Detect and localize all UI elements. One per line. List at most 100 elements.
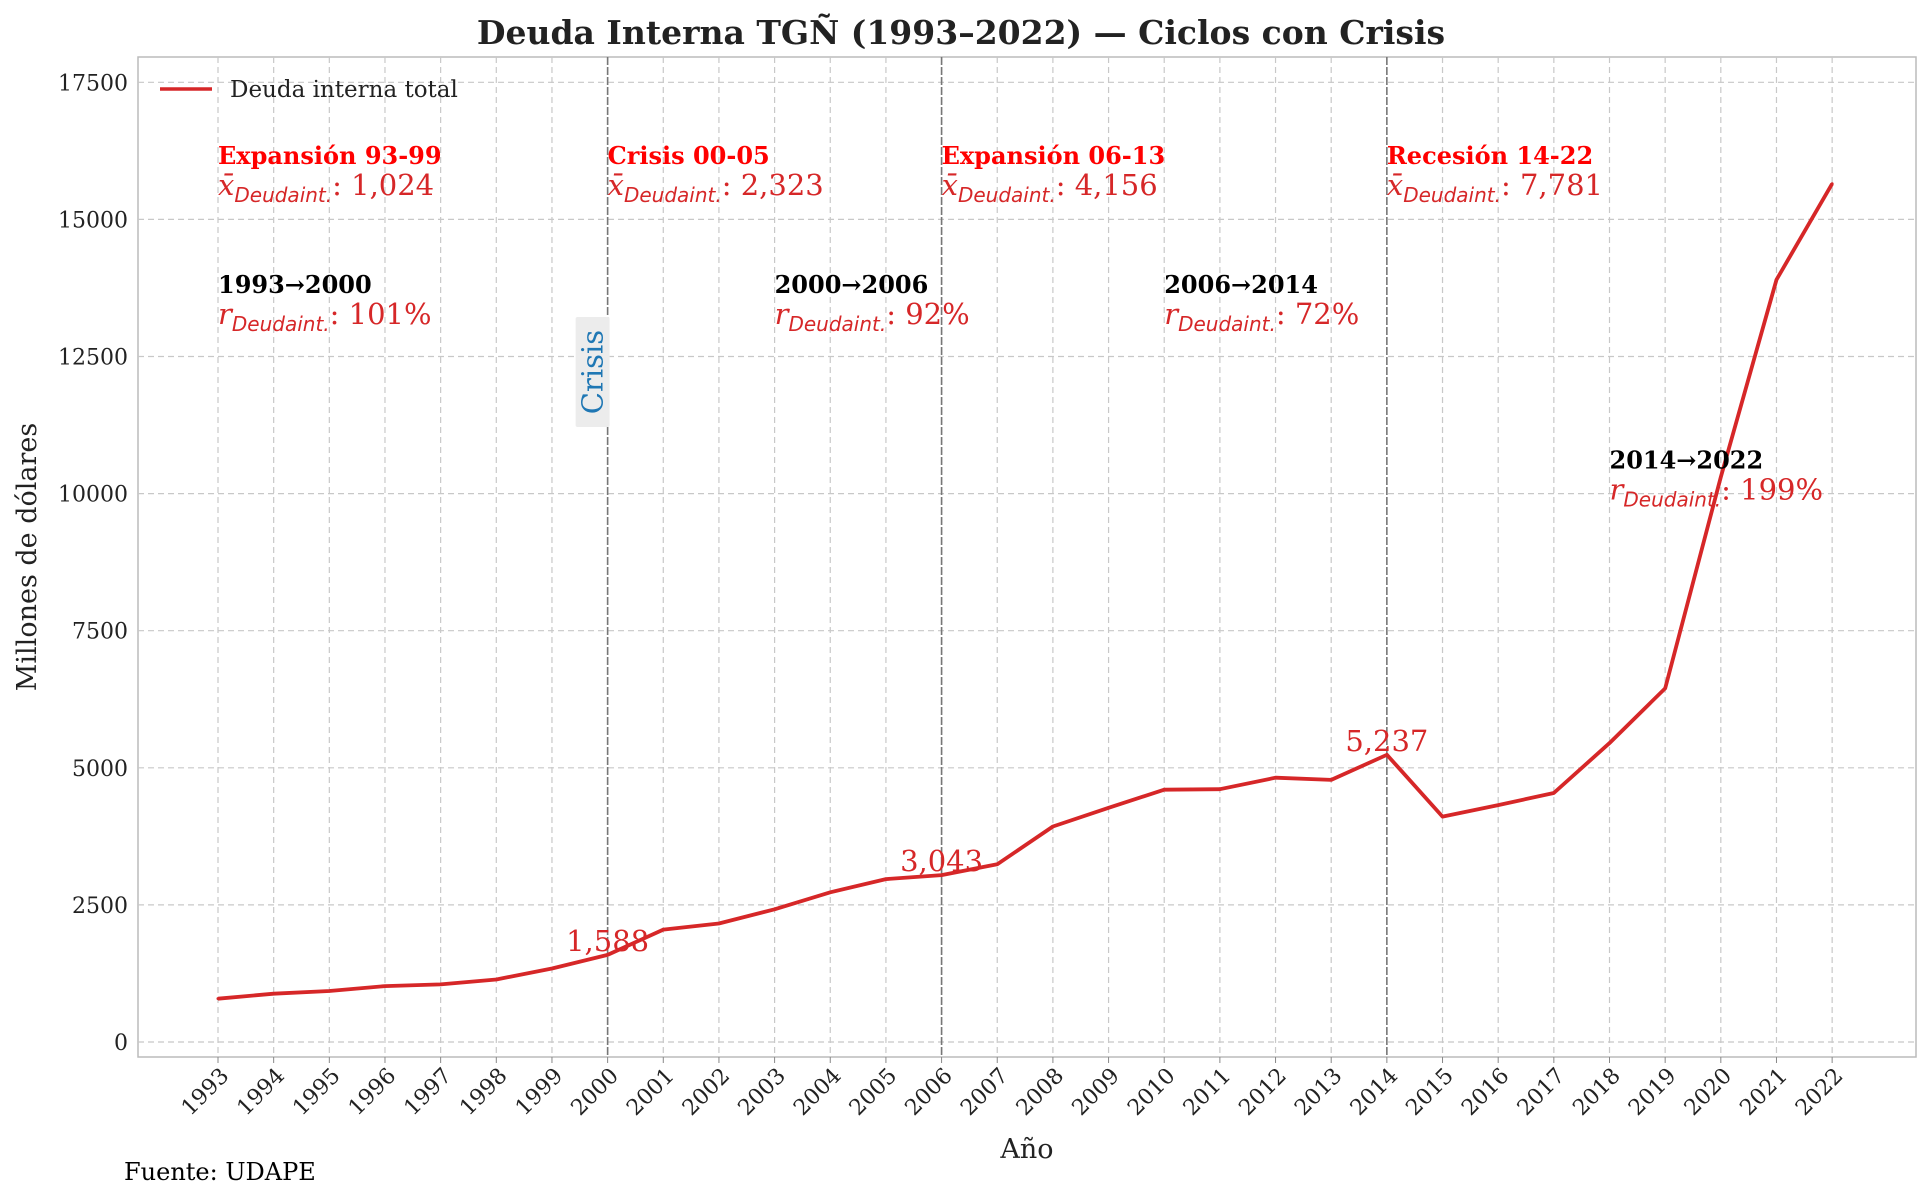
legend: Deuda interna total bbox=[160, 77, 458, 103]
data-point bbox=[216, 997, 220, 1001]
x-tick-label: 1997 bbox=[400, 1064, 457, 1121]
y-tick-label: 0 bbox=[114, 1031, 128, 1056]
data-point bbox=[1218, 787, 1222, 791]
x-tick-label: 2011 bbox=[1179, 1064, 1236, 1121]
x-tick-label: 1993 bbox=[177, 1064, 234, 1121]
data-point bbox=[606, 953, 610, 957]
y-tick-label: 7500 bbox=[72, 620, 128, 645]
x-axis-ticks: 1993199419951996199719981999200020012002… bbox=[177, 1057, 1848, 1121]
data-point bbox=[940, 873, 944, 877]
series-line bbox=[217, 182, 1834, 1001]
data-point bbox=[550, 967, 554, 971]
y-tick-label: 12500 bbox=[58, 346, 128, 371]
growth-period-label: 2006→2014 bbox=[1164, 270, 1318, 299]
growth-rate-label: rDeudaint.: 199% bbox=[1610, 473, 1824, 512]
source-note: Fuente: UDAPE bbox=[124, 1158, 316, 1186]
growth-rate-label: rDeudaint.: 72% bbox=[1164, 297, 1359, 336]
point-value-label: 3,043 bbox=[900, 844, 983, 878]
growth-period-label: 2014→2022 bbox=[1610, 446, 1764, 475]
y-tick-label: 17500 bbox=[58, 71, 128, 96]
point-value-label: 5,237 bbox=[1345, 724, 1428, 758]
data-point bbox=[1274, 776, 1278, 780]
growth-rate-label: rDeudaint.: 92% bbox=[775, 297, 970, 336]
data-point bbox=[439, 982, 443, 986]
x-tick-label: 2012 bbox=[1235, 1064, 1292, 1121]
y-axis-ticks: 0 2500 5000 7500 10000 12500 15000 17500 bbox=[58, 71, 128, 1056]
x-tick-label: 2007 bbox=[956, 1064, 1013, 1121]
x-tick-label: 2015 bbox=[1401, 1064, 1458, 1121]
x-tick-label: 2001 bbox=[622, 1064, 679, 1121]
data-point bbox=[717, 922, 721, 926]
y-tick-label: 2500 bbox=[72, 894, 128, 919]
x-tick-label: 2010 bbox=[1123, 1064, 1180, 1121]
data-point bbox=[327, 989, 331, 993]
growth-period-label: 1993→2000 bbox=[218, 270, 372, 299]
series bbox=[216, 182, 1834, 1001]
data-point bbox=[1107, 806, 1111, 810]
data-point bbox=[1496, 803, 1500, 807]
data-point bbox=[1329, 778, 1333, 782]
cycle-label: Expansión 93-99 bbox=[218, 141, 442, 170]
annotations: Expansión 93-99x̄Deudaint.: 1,024 Crisis … bbox=[218, 141, 1823, 958]
x-tick-label: 2014 bbox=[1346, 1064, 1403, 1121]
data-point bbox=[1663, 686, 1667, 690]
cycle-mean-label: x̄Deudaint.: 2,323 bbox=[608, 168, 824, 207]
x-tick-label: 2021 bbox=[1735, 1064, 1792, 1121]
cycle-mean-label: x̄Deudaint.: 4,156 bbox=[942, 168, 1158, 207]
data-point bbox=[1552, 791, 1556, 795]
data-point bbox=[773, 907, 777, 911]
legend-entry-label: Deuda interna total bbox=[230, 77, 458, 103]
x-tick-label: 1996 bbox=[344, 1064, 401, 1121]
cycle-label: Expansión 06-13 bbox=[942, 141, 1166, 170]
data-point bbox=[1830, 182, 1834, 186]
cycle-label: Crisis 00-05 bbox=[608, 141, 770, 170]
x-tick-label: 2022 bbox=[1791, 1064, 1848, 1121]
data-point bbox=[1385, 753, 1389, 757]
x-tick-label: 2013 bbox=[1290, 1064, 1347, 1121]
x-tick-label: 2018 bbox=[1568, 1064, 1625, 1121]
x-tick-label: 2019 bbox=[1624, 1064, 1681, 1121]
cycle-mean-label: x̄Deudaint.: 7,781 bbox=[1387, 168, 1603, 207]
x-tick-label: 1995 bbox=[288, 1064, 345, 1121]
x-tick-label: 1998 bbox=[455, 1064, 512, 1121]
y-tick-label: 10000 bbox=[58, 483, 128, 508]
x-tick-label: 2005 bbox=[845, 1064, 902, 1121]
x-tick-label: 2016 bbox=[1457, 1064, 1514, 1121]
y-tick-label: 15000 bbox=[58, 208, 128, 233]
data-point bbox=[1719, 475, 1723, 479]
grid bbox=[138, 57, 1916, 1057]
x-tick-label: 2000 bbox=[567, 1064, 624, 1121]
growth-period-label: 2000→2006 bbox=[775, 270, 929, 299]
chart-title: Deuda Interna TGÑ (1993–2022) — Ciclos c… bbox=[477, 13, 1445, 52]
point-value-label: 1,588 bbox=[566, 924, 649, 958]
x-tick-label: 2003 bbox=[734, 1064, 791, 1121]
cycle-dividers bbox=[606, 57, 1388, 1057]
data-point bbox=[661, 928, 665, 932]
cycle-mean-label: x̄Deudaint.: 1,024 bbox=[218, 168, 434, 207]
cycle-label: Recesión 14-22 bbox=[1387, 141, 1593, 170]
data-point bbox=[1441, 815, 1445, 819]
data-point bbox=[1774, 278, 1778, 282]
x-tick-label: 2017 bbox=[1513, 1064, 1570, 1121]
crisis-label: Crisis bbox=[576, 330, 610, 414]
plot-area bbox=[137, 56, 1917, 1058]
data-point bbox=[884, 877, 888, 881]
x-axis-title: Año bbox=[999, 1134, 1053, 1165]
x-tick-label: 2006 bbox=[901, 1064, 958, 1121]
data-point bbox=[828, 890, 832, 894]
data-point bbox=[995, 862, 999, 866]
y-axis-title: Millones de dólares bbox=[12, 423, 43, 691]
x-tick-label: 2002 bbox=[678, 1064, 735, 1121]
data-point bbox=[272, 992, 276, 996]
y-tick-label: 5000 bbox=[72, 757, 128, 782]
crisis-label-box bbox=[575, 317, 610, 427]
growth-rate-label: rDeudaint.: 101% bbox=[218, 297, 432, 336]
data-point bbox=[1162, 788, 1166, 792]
data-point bbox=[383, 984, 387, 988]
data-point bbox=[1051, 824, 1055, 828]
data-point bbox=[494, 977, 498, 981]
x-tick-label: 2020 bbox=[1680, 1064, 1737, 1121]
x-tick-label: 1994 bbox=[233, 1064, 290, 1121]
data-point bbox=[1608, 741, 1611, 745]
